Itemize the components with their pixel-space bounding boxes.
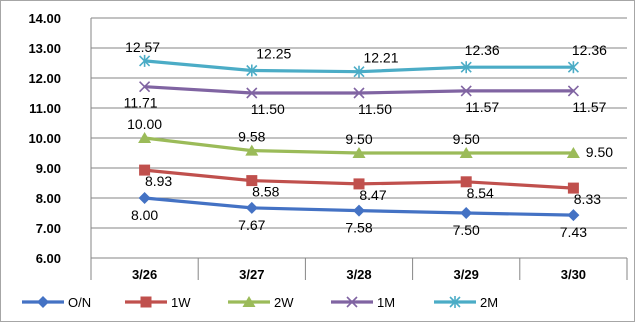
marker-on [460,207,473,219]
marker-2m [460,61,472,74]
data-label: 12.57 [125,39,160,55]
marker-1m [460,85,472,97]
legend-marker [346,296,358,308]
marker-on [567,209,580,222]
marker-2w [245,144,259,156]
y-tick-label: 6.00 [36,251,61,266]
data-label: 9.50 [453,131,480,147]
marker-2m [246,64,258,77]
series-markers [138,54,580,222]
marker-stroke [246,87,258,99]
x-tick-label: 3/27 [239,267,264,282]
data-label: 8.47 [359,187,386,203]
legend-marker [37,296,49,308]
x-axis-ticks: 3/26 3/27 3/28 3/29 3/30 [132,267,586,282]
data-label: 8.93 [145,173,172,189]
y-tick-label: 7.00 [36,221,61,236]
data-label: 11.50 [358,101,392,117]
data-label: 7.43 [560,224,587,240]
marker-2w [566,147,580,158]
data-label: 8.33 [574,191,601,207]
data-label: 7.58 [345,220,372,236]
legend-marker [449,296,461,308]
data-label: 7.67 [238,217,265,233]
legend-item-2w: 2W [228,295,294,310]
marker-2w [138,132,152,143]
data-label: 7.50 [453,222,480,238]
data-label: 12.21 [363,50,398,66]
marker-1m [246,87,258,99]
data-label: 12.36 [465,42,500,58]
y-tick-label: 8.00 [36,191,61,206]
marker-1w [460,176,472,188]
axes [90,18,628,280]
x-tick-label: 3/29 [454,267,479,282]
legend-label: 2W [274,295,294,310]
marker-2w [352,147,366,158]
legend: O/N 1W 2W 1M 2M [22,295,498,310]
y-tick-label: 12.00 [28,71,61,86]
data-label: 8.00 [131,207,158,223]
x-tick-label: 3/30 [561,267,586,282]
data-label: 11.71 [124,95,158,111]
marker-1w [139,164,151,176]
y-tick-label: 14.00 [28,11,61,26]
marker-on [245,201,258,214]
data-label: 11.57 [465,99,499,115]
legend-marker [140,296,152,308]
marker-2m [353,65,365,78]
marker-2w [459,147,473,158]
data-label: 9.50 [345,131,372,147]
legend-item-on: O/N [22,295,91,310]
legend-marker [242,296,256,307]
marker-on [138,192,151,204]
marker-stroke [460,85,472,97]
legend-label: 2M [480,295,498,310]
y-tick-label: 10.00 [28,131,61,146]
data-label: 12.36 [572,42,607,58]
data-label: 8.54 [467,185,494,201]
data-label: 11.50 [251,101,285,117]
legend-item-2m: 2M [434,295,498,310]
data-label: 9.58 [238,129,265,145]
data-labels: 8.00 7.67 7.58 7.50 7.43 8.93 8.58 8.47 8.54 8.33… [124,39,614,240]
y-tick-label: 11.00 [29,101,61,116]
data-label: 9.50 [586,144,613,160]
marker-stroke [567,85,579,97]
legend-label: 1W [171,295,191,310]
y-tick-label: 9.00 [36,161,61,176]
y-tick-label: 13.00 [28,41,61,56]
x-tick-label: 3/26 [132,267,157,282]
x-tick-label: 3/28 [346,267,371,282]
data-label: 8.58 [252,184,279,200]
y-axis-ticks: 6.00 7.00 8.00 9.00 10.00 11.00 12.00 13.00 14.0… [28,11,61,266]
marker-1w [353,178,365,190]
legend-label: O/N [68,295,91,310]
marker-1m [139,81,151,93]
legend-item-1w: 1W [125,295,191,310]
marker-2m [567,61,579,74]
legend-item-1m: 1M [331,295,395,310]
marker-1w [567,182,579,194]
marker-on [353,204,365,217]
marker-1m [567,85,579,97]
data-label: 12.25 [256,46,291,62]
marker-2m [139,54,151,67]
marker-stroke [139,81,151,93]
legend-label: 1M [377,295,395,310]
marker-stroke [346,296,358,308]
marker-stroke [353,87,365,99]
marker-1w [246,175,258,187]
marker-1m [353,87,365,99]
data-label: 11.57 [572,99,606,115]
data-label: 10.00 [127,116,162,132]
